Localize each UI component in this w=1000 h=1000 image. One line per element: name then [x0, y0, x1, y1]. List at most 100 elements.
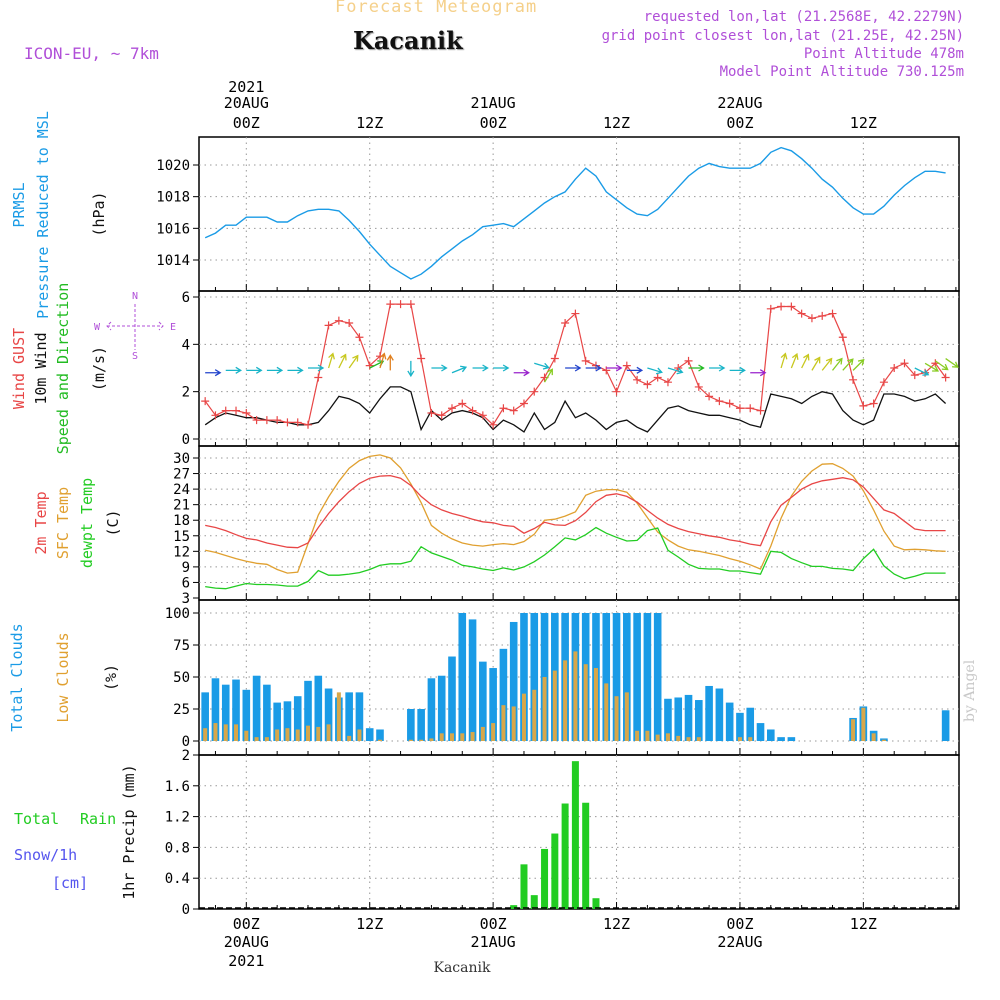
requested-coords: requested lon,lat (21.2568E, 42.2279N) — [643, 9, 964, 25]
dewpt-label: dewpt Temp — [78, 478, 96, 568]
model-altitude: Model Point Altitude 730.125m — [719, 64, 964, 80]
rain-bar — [520, 864, 528, 909]
wind-unit-label: (m/s) — [90, 346, 108, 391]
panel-frame — [198, 136, 960, 292]
low-cloud-bar — [655, 734, 660, 741]
total-cloud-bar — [612, 613, 621, 741]
low-cloud-bar — [470, 732, 475, 741]
total-cloud-bar — [263, 684, 271, 741]
y-tick-label: 75 — [173, 638, 190, 654]
bottom-time-label: 00Z — [726, 915, 753, 933]
total-cloud-bar — [355, 692, 364, 741]
total-cloud-bar — [623, 613, 631, 741]
total-cloud-bar — [211, 678, 220, 741]
low-cloud-bar — [871, 733, 876, 741]
bottom-year-label: 2021 — [228, 952, 264, 970]
wind-direction-arrow — [513, 369, 530, 377]
top-time-label: 00Z — [480, 114, 507, 132]
total-cloud-bar — [221, 684, 230, 741]
gust-marker — [643, 380, 652, 389]
gust-marker — [910, 371, 919, 380]
top-time-label: 00Z — [726, 114, 753, 132]
low-cloud-bar — [748, 737, 753, 741]
low-cloud-bar — [357, 729, 362, 741]
low-cloud-bar — [460, 733, 465, 741]
y-tick-label: 2 — [182, 385, 190, 401]
y-tick-label: 25 — [173, 702, 190, 718]
total-cloud-bar — [314, 675, 323, 741]
y-tick-label: 1.2 — [165, 810, 190, 826]
gust-marker — [622, 361, 631, 370]
total-cloud-bar — [602, 613, 611, 741]
low-cloud-bar — [491, 723, 496, 741]
y-tick-label: 30 — [173, 451, 190, 467]
rain-bar — [551, 833, 559, 909]
gust-marker — [221, 406, 230, 415]
y-tick-label: 3 — [182, 591, 190, 607]
total-cloud-bar — [479, 661, 487, 741]
low-cloud-bar — [604, 683, 609, 741]
wind-direction-arrow — [842, 358, 854, 371]
gust-marker — [437, 411, 446, 420]
gust-marker — [684, 356, 693, 365]
y-tick-label: 0 — [182, 734, 190, 750]
wind-gust-label: Wind GUST — [10, 328, 28, 409]
low-cloud-bar — [676, 735, 681, 741]
snow-label: Snow/1h — [14, 846, 77, 864]
total-cloud-bar — [437, 675, 446, 741]
low-cloud-bar — [511, 706, 516, 741]
low-cloud-bar — [419, 739, 424, 741]
wind-direction-arrow — [565, 364, 582, 372]
snow-unit-label: [cm] — [52, 874, 88, 892]
total-cloud-bar — [643, 613, 652, 741]
total-cloud-bar — [407, 709, 415, 741]
low-cloud-bar — [378, 739, 383, 741]
y-tick-label: 1018 — [156, 190, 190, 206]
wind-direction-arrow — [266, 366, 284, 374]
wind-direction-arrow — [606, 364, 623, 372]
compass-s: S — [132, 351, 138, 362]
wind-direction-arrow — [348, 354, 359, 369]
gust-marker — [509, 406, 518, 415]
top-date-label: 20AUG — [224, 94, 269, 112]
wind-direction-arrow — [790, 352, 799, 369]
gust-marker — [653, 373, 662, 382]
gust-marker — [859, 401, 868, 410]
low-cloud-bar — [285, 728, 290, 741]
low-cloud-bar — [234, 724, 239, 741]
gust-marker — [365, 361, 374, 370]
low-cloud-bar — [203, 728, 208, 741]
total-cloud-bar — [664, 698, 672, 741]
gust-marker — [489, 420, 498, 429]
gust-marker — [581, 356, 590, 365]
y-tick-label: 1014 — [156, 253, 190, 269]
low-cloud-bar — [542, 677, 547, 741]
total-cloud-bar — [509, 621, 518, 741]
gust-marker — [262, 416, 271, 425]
wind-direction-arrow — [287, 366, 304, 374]
low-cloud-bar — [696, 737, 701, 741]
low-cloud-bar — [563, 660, 568, 741]
rain-bar — [582, 802, 590, 909]
total-cloud-bar — [684, 694, 693, 741]
gust-marker — [550, 354, 559, 363]
gust-marker — [334, 316, 343, 325]
total-cloud-bar — [766, 729, 775, 741]
temp-unit-label: (C) — [104, 509, 122, 536]
y-tick-label: 6 — [182, 290, 190, 306]
gust-marker — [468, 406, 477, 415]
gust-marker — [530, 387, 539, 396]
gust-marker — [941, 373, 950, 382]
wind-direction-arrow — [811, 356, 821, 371]
location-title: Kacanik — [353, 26, 463, 55]
gust-marker — [324, 321, 333, 330]
wind-direction-arrow — [780, 352, 788, 369]
low-cloud-bar — [851, 719, 856, 741]
low-cloud-bar — [552, 670, 557, 741]
rain-bar — [571, 761, 579, 909]
low-cloud-bar — [295, 729, 300, 741]
total-cloud-bar — [232, 679, 240, 741]
gust-marker — [705, 392, 714, 401]
top-date-label: 22AUG — [717, 94, 762, 112]
